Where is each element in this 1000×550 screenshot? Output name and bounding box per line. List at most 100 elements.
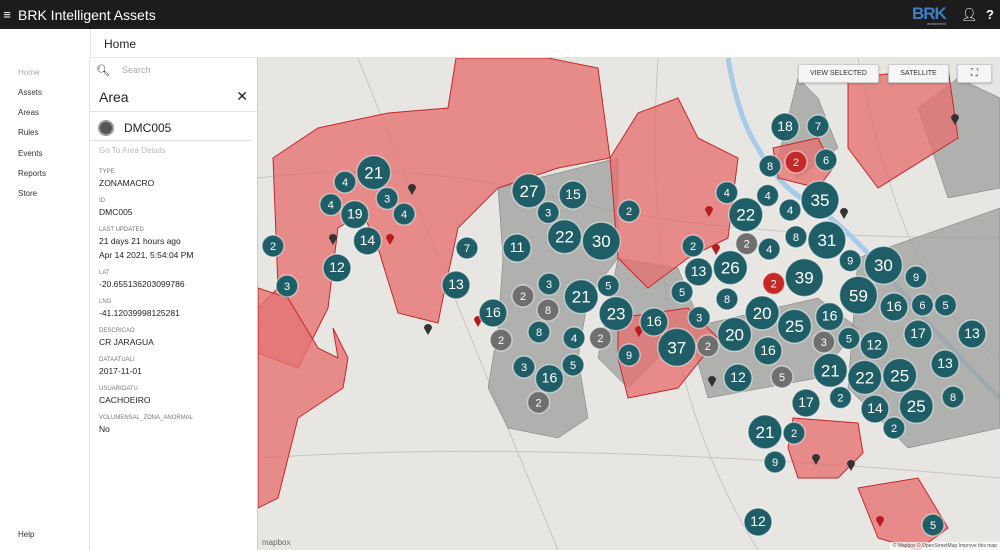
map-pin-icon[interactable] bbox=[386, 234, 394, 245]
search-bar[interactable]: 🔍︎ Search bbox=[90, 58, 257, 82]
sidebar-item-help[interactable]: Help bbox=[18, 530, 35, 539]
cluster-marker[interactable]: 6 bbox=[910, 293, 935, 317]
cluster-marker[interactable]: 4 bbox=[715, 180, 739, 205]
cluster-marker[interactable]: 2 bbox=[588, 326, 613, 350]
cluster-marker[interactable]: 2 bbox=[761, 271, 786, 296]
cluster-marker[interactable]: 2 bbox=[261, 234, 285, 258]
cluster-marker[interactable]: 2 bbox=[489, 328, 513, 352]
cluster-marker[interactable]: 16 bbox=[814, 301, 845, 332]
search-input[interactable]: Search bbox=[121, 65, 151, 75]
cluster-marker[interactable]: 9 bbox=[763, 450, 787, 474]
cluster-marker[interactable]: 3 bbox=[375, 186, 399, 211]
cluster-marker[interactable]: 17 bbox=[903, 319, 933, 349]
cluster-marker[interactable]: 4 bbox=[755, 183, 780, 208]
cluster-marker[interactable]: 8 bbox=[715, 287, 739, 311]
cluster-marker[interactable]: 3 bbox=[275, 274, 299, 298]
cluster-marker[interactable]: 22 bbox=[728, 196, 764, 233]
cluster-marker[interactable]: 21 bbox=[355, 154, 392, 191]
sidebar-item-reports[interactable]: Reports bbox=[18, 169, 47, 178]
cluster-marker[interactable]: 2 bbox=[882, 416, 906, 440]
cluster-marker[interactable]: 13 bbox=[930, 349, 960, 379]
cluster-marker[interactable]: 9 bbox=[904, 265, 928, 289]
cluster-marker[interactable]: 2 bbox=[784, 150, 808, 174]
map-pin-icon[interactable] bbox=[424, 324, 432, 335]
help-icon[interactable]: ? bbox=[986, 7, 994, 22]
cluster-marker[interactable]: 7 bbox=[455, 236, 479, 260]
cluster-marker[interactable]: 4 bbox=[392, 202, 416, 226]
sidebar-item-home[interactable]: Home bbox=[18, 68, 40, 77]
cluster-marker[interactable]: 22 bbox=[546, 218, 583, 255]
map-pin-icon[interactable] bbox=[329, 234, 337, 245]
cluster-marker[interactable]: 8 bbox=[784, 225, 808, 249]
cluster-marker[interactable]: 22 bbox=[846, 359, 883, 396]
cluster-marker[interactable]: 16 bbox=[879, 292, 909, 322]
view-selected-button[interactable]: VIEW SELECTED bbox=[798, 64, 879, 83]
cluster-marker[interactable]: 19 bbox=[340, 199, 370, 230]
cluster-marker[interactable]: 2 bbox=[617, 199, 641, 223]
map-attribution[interactable]: © Mapbox © OpenStreetMap Improve this ma… bbox=[889, 542, 1000, 550]
cluster-marker[interactable]: 21 bbox=[812, 352, 849, 389]
cluster-marker[interactable]: 39 bbox=[784, 257, 825, 298]
cluster-marker[interactable]: 2 bbox=[526, 390, 551, 415]
map-pin-icon[interactable] bbox=[408, 184, 416, 195]
cluster-marker[interactable]: 2 bbox=[511, 284, 535, 308]
user-icon[interactable]: 👤︎ bbox=[961, 7, 978, 22]
cluster-marker[interactable]: 25 bbox=[898, 388, 935, 424]
cluster-marker[interactable]: 37 bbox=[657, 327, 697, 368]
cluster-marker[interactable]: 8 bbox=[536, 298, 560, 322]
cluster-marker[interactable]: 3 bbox=[812, 330, 836, 354]
cluster-marker[interactable]: 25 bbox=[881, 357, 918, 394]
map-pin-icon[interactable] bbox=[876, 516, 884, 527]
cluster-marker[interactable]: 17 bbox=[791, 388, 821, 418]
cluster-marker[interactable]: 21 bbox=[747, 414, 783, 450]
cluster-marker[interactable]: 14 bbox=[352, 226, 383, 256]
hamburger-icon[interactable]: ≡ bbox=[3, 7, 11, 22]
map-pin-icon[interactable] bbox=[847, 460, 855, 471]
map-pin-icon[interactable] bbox=[951, 114, 959, 125]
area-details-link[interactable]: Go To Area Details bbox=[99, 146, 166, 155]
map-pin-icon[interactable] bbox=[712, 244, 720, 255]
cluster-marker[interactable]: 12 bbox=[859, 330, 889, 361]
cluster-marker[interactable]: 12 bbox=[322, 253, 352, 283]
cluster-marker[interactable]: 12 bbox=[723, 363, 753, 393]
map[interactable]: 21 4 3 4 4 19 14 2 3 12 7 11 13 27 15 3 2 22 30 2 3 8 21 5 23 16 8… bbox=[258, 58, 1000, 550]
cluster-marker[interactable]: 20 bbox=[744, 295, 780, 331]
close-icon[interactable]: ✕ bbox=[236, 88, 248, 104]
cluster-marker[interactable]: 2 bbox=[828, 385, 853, 410]
cluster-marker[interactable]: 25 bbox=[776, 308, 813, 344]
cluster-marker[interactable]: 16 bbox=[478, 298, 508, 328]
cluster-marker[interactable]: 8 bbox=[527, 320, 551, 344]
cluster-marker[interactable]: 2 bbox=[681, 234, 705, 258]
cluster-marker[interactable]: 16 bbox=[753, 336, 783, 366]
map-pin-icon[interactable] bbox=[840, 208, 848, 219]
cluster-marker[interactable]: 12 bbox=[743, 507, 773, 537]
cluster-marker[interactable]: 8 bbox=[941, 385, 965, 409]
cluster-marker[interactable]: 2 bbox=[734, 231, 759, 256]
cluster-marker[interactable]: 31 bbox=[807, 220, 847, 260]
cluster-marker[interactable]: 3 bbox=[512, 355, 536, 379]
cluster-marker[interactable]: 9 bbox=[838, 248, 862, 273]
cluster-marker[interactable]: 2 bbox=[782, 421, 806, 445]
cluster-marker[interactable]: 4 bbox=[778, 198, 802, 222]
cluster-marker[interactable]: 21 bbox=[563, 278, 599, 315]
cluster-marker[interactable]: 8 bbox=[758, 154, 782, 178]
map-pin-icon[interactable] bbox=[812, 454, 820, 465]
cluster-marker[interactable]: 7 bbox=[806, 114, 830, 138]
cluster-marker[interactable]: 16 bbox=[639, 307, 669, 337]
cluster-marker[interactable]: 3 bbox=[687, 305, 711, 330]
fullscreen-icon[interactable]: ⛶ bbox=[957, 64, 992, 83]
sidebar-item-store[interactable]: Store bbox=[18, 189, 38, 198]
cluster-marker[interactable]: 4 bbox=[757, 237, 781, 261]
map-pin-icon[interactable] bbox=[708, 376, 716, 387]
map-pin-icon[interactable] bbox=[705, 206, 713, 217]
cluster-marker[interactable]: 4 bbox=[562, 326, 586, 350]
sidebar-item-events[interactable]: Events bbox=[18, 149, 43, 158]
cluster-marker[interactable]: 5 bbox=[837, 326, 861, 351]
cluster-marker[interactable]: 2 bbox=[696, 334, 720, 358]
cluster-marker[interactable]: 14 bbox=[860, 394, 890, 424]
cluster-marker[interactable]: 20 bbox=[716, 316, 753, 353]
cluster-marker[interactable]: 5 bbox=[596, 273, 621, 298]
cluster-marker[interactable]: 35 bbox=[800, 180, 840, 220]
cluster-marker[interactable]: 6 bbox=[814, 148, 838, 172]
